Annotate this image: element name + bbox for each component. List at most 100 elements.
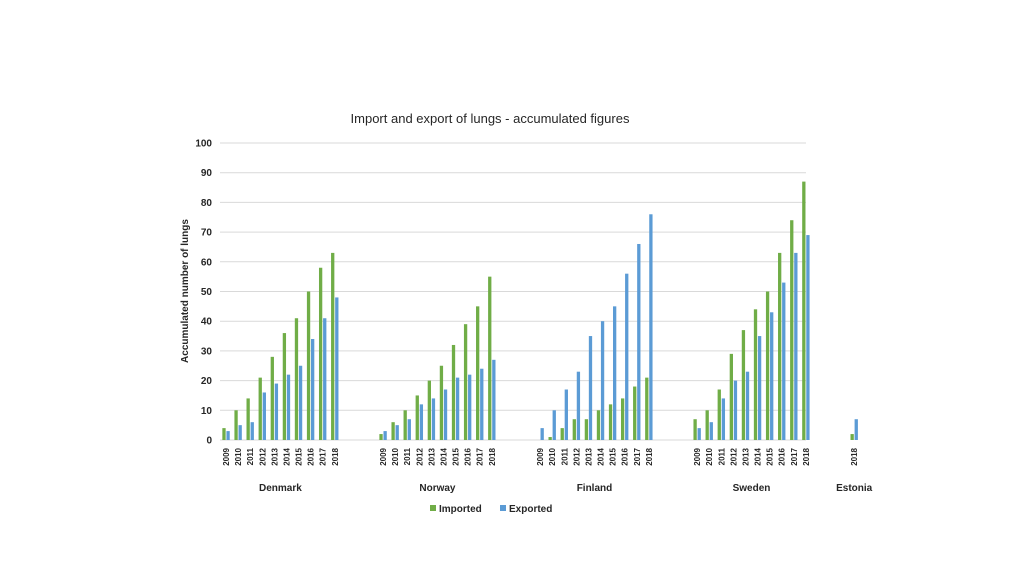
- bar-exported-denmark-2009: [226, 431, 230, 440]
- group-label-denmark: Denmark: [259, 483, 302, 494]
- x-tick-label: 2011: [246, 447, 255, 465]
- bar-imported-sweden-2017: [790, 220, 794, 440]
- bar-imported-denmark-2010: [234, 410, 238, 440]
- bar-imported-norway-2017: [476, 306, 480, 440]
- bars: [222, 181, 858, 441]
- bar-exported-finland-2018: [649, 214, 653, 440]
- bar-exported-norway-2009: [383, 431, 387, 440]
- x-tick-label: 2016: [464, 447, 473, 465]
- bar-exported-sweden-2011: [721, 398, 726, 440]
- legend-swatch-imported: [430, 505, 436, 511]
- bar-exported-denmark-2017: [323, 318, 327, 440]
- y-axis-ticks: 0 10 20 30 40 50 60 70 80 90 100: [195, 139, 212, 447]
- bar-exported-denmark-2013: [274, 383, 279, 440]
- bar-imported-sweden-2014: [753, 309, 758, 440]
- bar-imported-norway-2014: [439, 365, 444, 440]
- group-label-estonia: Estonia: [836, 483, 873, 494]
- bar-imported-finland-2017: [633, 386, 637, 440]
- bar-imported-denmark-2015: [294, 318, 299, 440]
- bar-exported-sweden-2013: [745, 371, 750, 440]
- bar-exported-norway-2016: [468, 374, 472, 440]
- group-label-norway: Norway: [419, 483, 456, 494]
- bar-exported-norway-2013: [431, 398, 436, 440]
- bar-imported-norway-2013: [427, 380, 431, 440]
- bar-imported-denmark-2011: [246, 398, 250, 440]
- bar-imported-sweden-2018: [802, 181, 806, 441]
- bar-exported-finland-2013: [588, 336, 593, 440]
- y-tick-label: 100: [195, 139, 212, 150]
- bar-imported-finland-2011: [560, 428, 564, 440]
- bar-imported-denmark-2016: [306, 291, 311, 440]
- bar-imported-estonia-2018: [850, 434, 854, 440]
- bar-exported-denmark-2010: [238, 425, 242, 440]
- chart-title: Import and export of lungs - accumulated…: [351, 111, 630, 126]
- y-axis-label: Accumulated number of lungs: [180, 219, 191, 363]
- bar-exported-norway-2015: [455, 377, 460, 440]
- bar-imported-norway-2011: [403, 410, 407, 440]
- gridlines: [220, 142, 806, 441]
- bar-exported-finland-2010: [552, 410, 556, 440]
- bar-exported-sweden-2010: [709, 422, 713, 440]
- x-tick-label: 2018: [850, 447, 859, 465]
- x-tick-label: 2010: [234, 447, 243, 465]
- bar-imported-sweden-2016: [778, 252, 782, 440]
- bar-exported-finland-2011: [564, 389, 568, 440]
- bar-imported-denmark-2014: [282, 333, 287, 440]
- x-tick-label: 2011: [717, 447, 726, 465]
- bar-exported-norway-2018: [492, 359, 496, 440]
- y-tick-label: 0: [206, 436, 212, 447]
- group-label-finland: Finland: [577, 483, 613, 494]
- x-tick-label: 2015: [295, 447, 304, 465]
- bar-imported-sweden-2012: [729, 353, 733, 440]
- bar-exported-denmark-2014: [286, 374, 291, 440]
- y-tick-label: 30: [201, 346, 213, 357]
- bar-exported-denmark-2012: [262, 392, 266, 440]
- bar-exported-sweden-2018: [806, 235, 810, 440]
- x-axis-ticks: 2009 2010 2011 2012 2013 2014 2015 2016 2017 2018…: [222, 447, 859, 465]
- bar-exported-norway-2010: [395, 425, 399, 440]
- y-tick-label: 90: [201, 168, 213, 179]
- bar-imported-sweden-2010: [705, 410, 709, 440]
- x-tick-label: 2010: [548, 447, 557, 465]
- x-tick-label: 2016: [307, 447, 316, 465]
- x-tick-label: 2015: [609, 447, 618, 465]
- x-tick-label: 2009: [693, 447, 702, 465]
- bar-exported-denmark-2011: [250, 422, 254, 440]
- y-tick-label: 80: [201, 198, 213, 209]
- x-tick-label: 2017: [790, 447, 799, 465]
- x-tick-label: 2011: [560, 447, 569, 465]
- x-tick-label: 2009: [379, 447, 388, 465]
- bar-imported-denmark-2012: [258, 377, 262, 440]
- x-tick-label: 2018: [645, 447, 654, 465]
- bar-exported-norway-2012: [419, 404, 424, 440]
- x-tick-label: 2015: [452, 447, 461, 465]
- x-tick-label: 2017: [319, 447, 328, 465]
- bar-exported-denmark-2018: [335, 297, 339, 440]
- bar-imported-denmark-2013: [270, 356, 274, 440]
- bar-imported-sweden-2009: [693, 419, 697, 440]
- legend-swatch-exported: [500, 505, 506, 511]
- x-tick-label: 2017: [633, 447, 642, 465]
- x-tick-label: 2018: [802, 447, 811, 465]
- group-label-sweden: Sweden: [733, 483, 771, 494]
- x-tick-label: 2012: [415, 447, 424, 465]
- x-tick-label: 2015: [766, 447, 775, 465]
- bar-exported-finland-2016: [625, 273, 629, 440]
- legend-label-exported: Exported: [509, 504, 552, 515]
- x-tick-label: 2012: [258, 447, 267, 465]
- x-tick-label: 2013: [270, 447, 279, 465]
- legend-label-imported: Imported: [439, 504, 482, 515]
- y-tick-label: 50: [201, 287, 213, 298]
- x-tick-label: 2010: [705, 447, 714, 465]
- bar-imported-finland-2010: [548, 437, 552, 440]
- y-tick-label: 70: [201, 228, 213, 239]
- x-tick-label: 2010: [391, 447, 400, 465]
- bar-imported-denmark-2009: [222, 428, 226, 440]
- bar-exported-sweden-2017: [794, 252, 798, 440]
- bar-imported-finland-2015: [608, 404, 613, 440]
- bar-imported-finland-2014: [596, 410, 601, 440]
- bar-imported-norway-2012: [415, 395, 419, 440]
- x-tick-label: 2013: [584, 447, 593, 465]
- x-tick-label: 2009: [222, 447, 231, 465]
- bar-imported-norway-2018: [488, 276, 492, 440]
